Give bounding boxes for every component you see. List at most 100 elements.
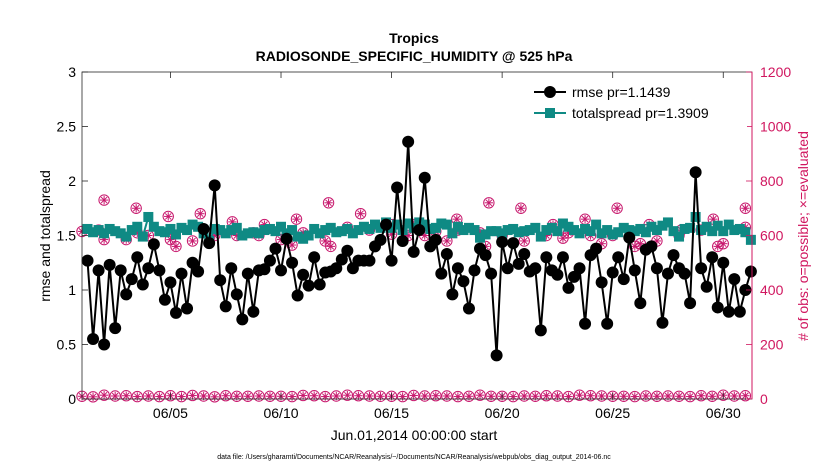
totalspread-point bbox=[154, 226, 165, 237]
rmse-point bbox=[147, 238, 160, 251]
obs-evaluated-point-d2 bbox=[620, 392, 628, 400]
totalspread-point bbox=[392, 219, 403, 230]
rmse-point bbox=[230, 288, 243, 301]
totalspread-point bbox=[497, 228, 508, 239]
obs-possible-point-high bbox=[290, 213, 303, 225]
rmse-point bbox=[308, 251, 321, 264]
obs-evaluated-point-d2 bbox=[421, 392, 429, 400]
rmse-point bbox=[706, 251, 719, 264]
obs-evaluated-point-d2 bbox=[697, 392, 705, 400]
totalspread-point bbox=[602, 225, 613, 236]
obs-evaluated-point-ring bbox=[651, 390, 663, 402]
obs-evaluated-point-ring bbox=[507, 390, 519, 403]
obs-evaluated-point-d2 bbox=[288, 393, 296, 400]
obs-evaluated-point bbox=[308, 390, 320, 402]
obs-evaluated-point-ring bbox=[518, 390, 530, 402]
totalspread-point bbox=[231, 222, 242, 233]
obs-evaluated-point-d2 bbox=[454, 393, 462, 400]
rmse-point bbox=[407, 245, 420, 258]
totalspread-point bbox=[143, 211, 154, 222]
totalspread-point bbox=[662, 217, 673, 228]
obs-evaluated-point-d2 bbox=[133, 393, 141, 400]
obs-evaluated-point-d2 bbox=[222, 392, 230, 400]
obs-possible-point-d2 bbox=[321, 237, 329, 245]
totalspread-point bbox=[585, 226, 596, 237]
obs-evaluated-point-ring bbox=[673, 390, 685, 402]
totalspread-point bbox=[336, 226, 347, 237]
obs-possible-point-high-d2 bbox=[100, 196, 108, 204]
obs-evaluated-point-d2 bbox=[487, 392, 495, 400]
x-axis-label: Jun.01,2014 00:00:00 start bbox=[331, 427, 498, 443]
obs-evaluated-point-ring bbox=[419, 390, 431, 402]
totalspread-point bbox=[132, 221, 143, 232]
obs-evaluated-point-ring bbox=[452, 390, 464, 403]
obs-evaluated-point-ring bbox=[374, 390, 387, 402]
rmse-point bbox=[501, 262, 514, 275]
rmse-point bbox=[197, 222, 210, 235]
totalspread-point bbox=[535, 231, 546, 242]
obs-evaluated-point-d2 bbox=[332, 392, 340, 400]
obs-evaluated-point bbox=[651, 390, 663, 402]
obs-evaluated-point bbox=[186, 389, 199, 402]
rmse-point bbox=[556, 251, 569, 264]
obs-evaluated-point-ring bbox=[352, 390, 365, 402]
totalspread-point bbox=[574, 228, 585, 239]
obs-evaluated-point-d2 bbox=[321, 393, 329, 400]
plot-area bbox=[76, 135, 757, 403]
obs-evaluated-point bbox=[253, 390, 265, 402]
totalspread-point bbox=[226, 225, 237, 236]
obs-possible-point-high-ring bbox=[483, 197, 495, 209]
obs-evaluated-point bbox=[153, 390, 166, 403]
legend-rmse-label: rmse pr=1.1439 bbox=[572, 84, 671, 100]
obs-possible-point-d2 bbox=[327, 243, 335, 250]
obs-evaluated-point bbox=[640, 390, 652, 402]
obs-evaluated-point-ring bbox=[463, 390, 475, 402]
totalspread-point bbox=[369, 219, 380, 230]
rmse-point bbox=[711, 301, 724, 314]
rmse-point bbox=[573, 262, 586, 275]
obs-possible-point bbox=[186, 235, 199, 247]
obs-possible-point-high-d2 bbox=[517, 204, 525, 212]
obs-possible-point-d2 bbox=[719, 240, 727, 248]
totalspread-point bbox=[436, 218, 447, 229]
totalspread-point bbox=[668, 226, 679, 237]
rmse-point bbox=[385, 254, 398, 267]
totalspread-point bbox=[613, 227, 624, 238]
obs-evaluated-point-d2 bbox=[543, 392, 550, 400]
obs-evaluated-point bbox=[319, 390, 331, 403]
obs-evaluated-point-ring bbox=[341, 389, 354, 401]
obs-evaluated-point-d2 bbox=[189, 392, 196, 399]
obs-possible-point-ring bbox=[325, 240, 337, 253]
obs-evaluated-point bbox=[529, 390, 542, 402]
obs-evaluated-point-ring bbox=[606, 390, 619, 402]
totalspread-point bbox=[430, 222, 441, 233]
obs-evaluated-point-ring bbox=[584, 390, 597, 402]
obs-possible-point-high-d2 bbox=[742, 204, 749, 212]
obs-evaluated-point-d2 bbox=[399, 393, 406, 400]
obs-evaluated-point bbox=[220, 390, 232, 402]
totalspread-point bbox=[419, 219, 430, 230]
y-tick-label: 1 bbox=[68, 282, 76, 298]
obs-possible-point-ring bbox=[170, 240, 182, 253]
obs-evaluated-point-ring bbox=[286, 390, 298, 403]
obs-evaluated-point-ring bbox=[242, 390, 254, 402]
obs-possible-point-high bbox=[194, 208, 207, 220]
totalspread-point bbox=[657, 220, 668, 231]
obs-evaluated-point-ring bbox=[640, 390, 652, 402]
obs-evaluated-point-ring bbox=[684, 390, 696, 403]
obs-evaluated-point bbox=[142, 390, 155, 402]
obs-evaluated-point-ring bbox=[485, 390, 497, 402]
rmse-point bbox=[98, 338, 111, 351]
obs-evaluated-point-ring bbox=[540, 390, 553, 402]
chart-title: Tropics bbox=[389, 30, 439, 46]
totalspread-point bbox=[104, 223, 115, 234]
obs-evaluated-point bbox=[739, 390, 752, 402]
y2-axis-label: # of obs: o=possible; ×=evaluated bbox=[795, 131, 811, 341]
rmse-point bbox=[684, 297, 697, 310]
totalspread-point bbox=[209, 223, 220, 234]
rmse-point bbox=[507, 237, 520, 250]
rmse-point bbox=[529, 262, 542, 275]
obs-evaluated-point-d2 bbox=[122, 392, 130, 400]
obs-evaluated-point bbox=[463, 390, 475, 402]
rmse-point bbox=[628, 264, 641, 277]
